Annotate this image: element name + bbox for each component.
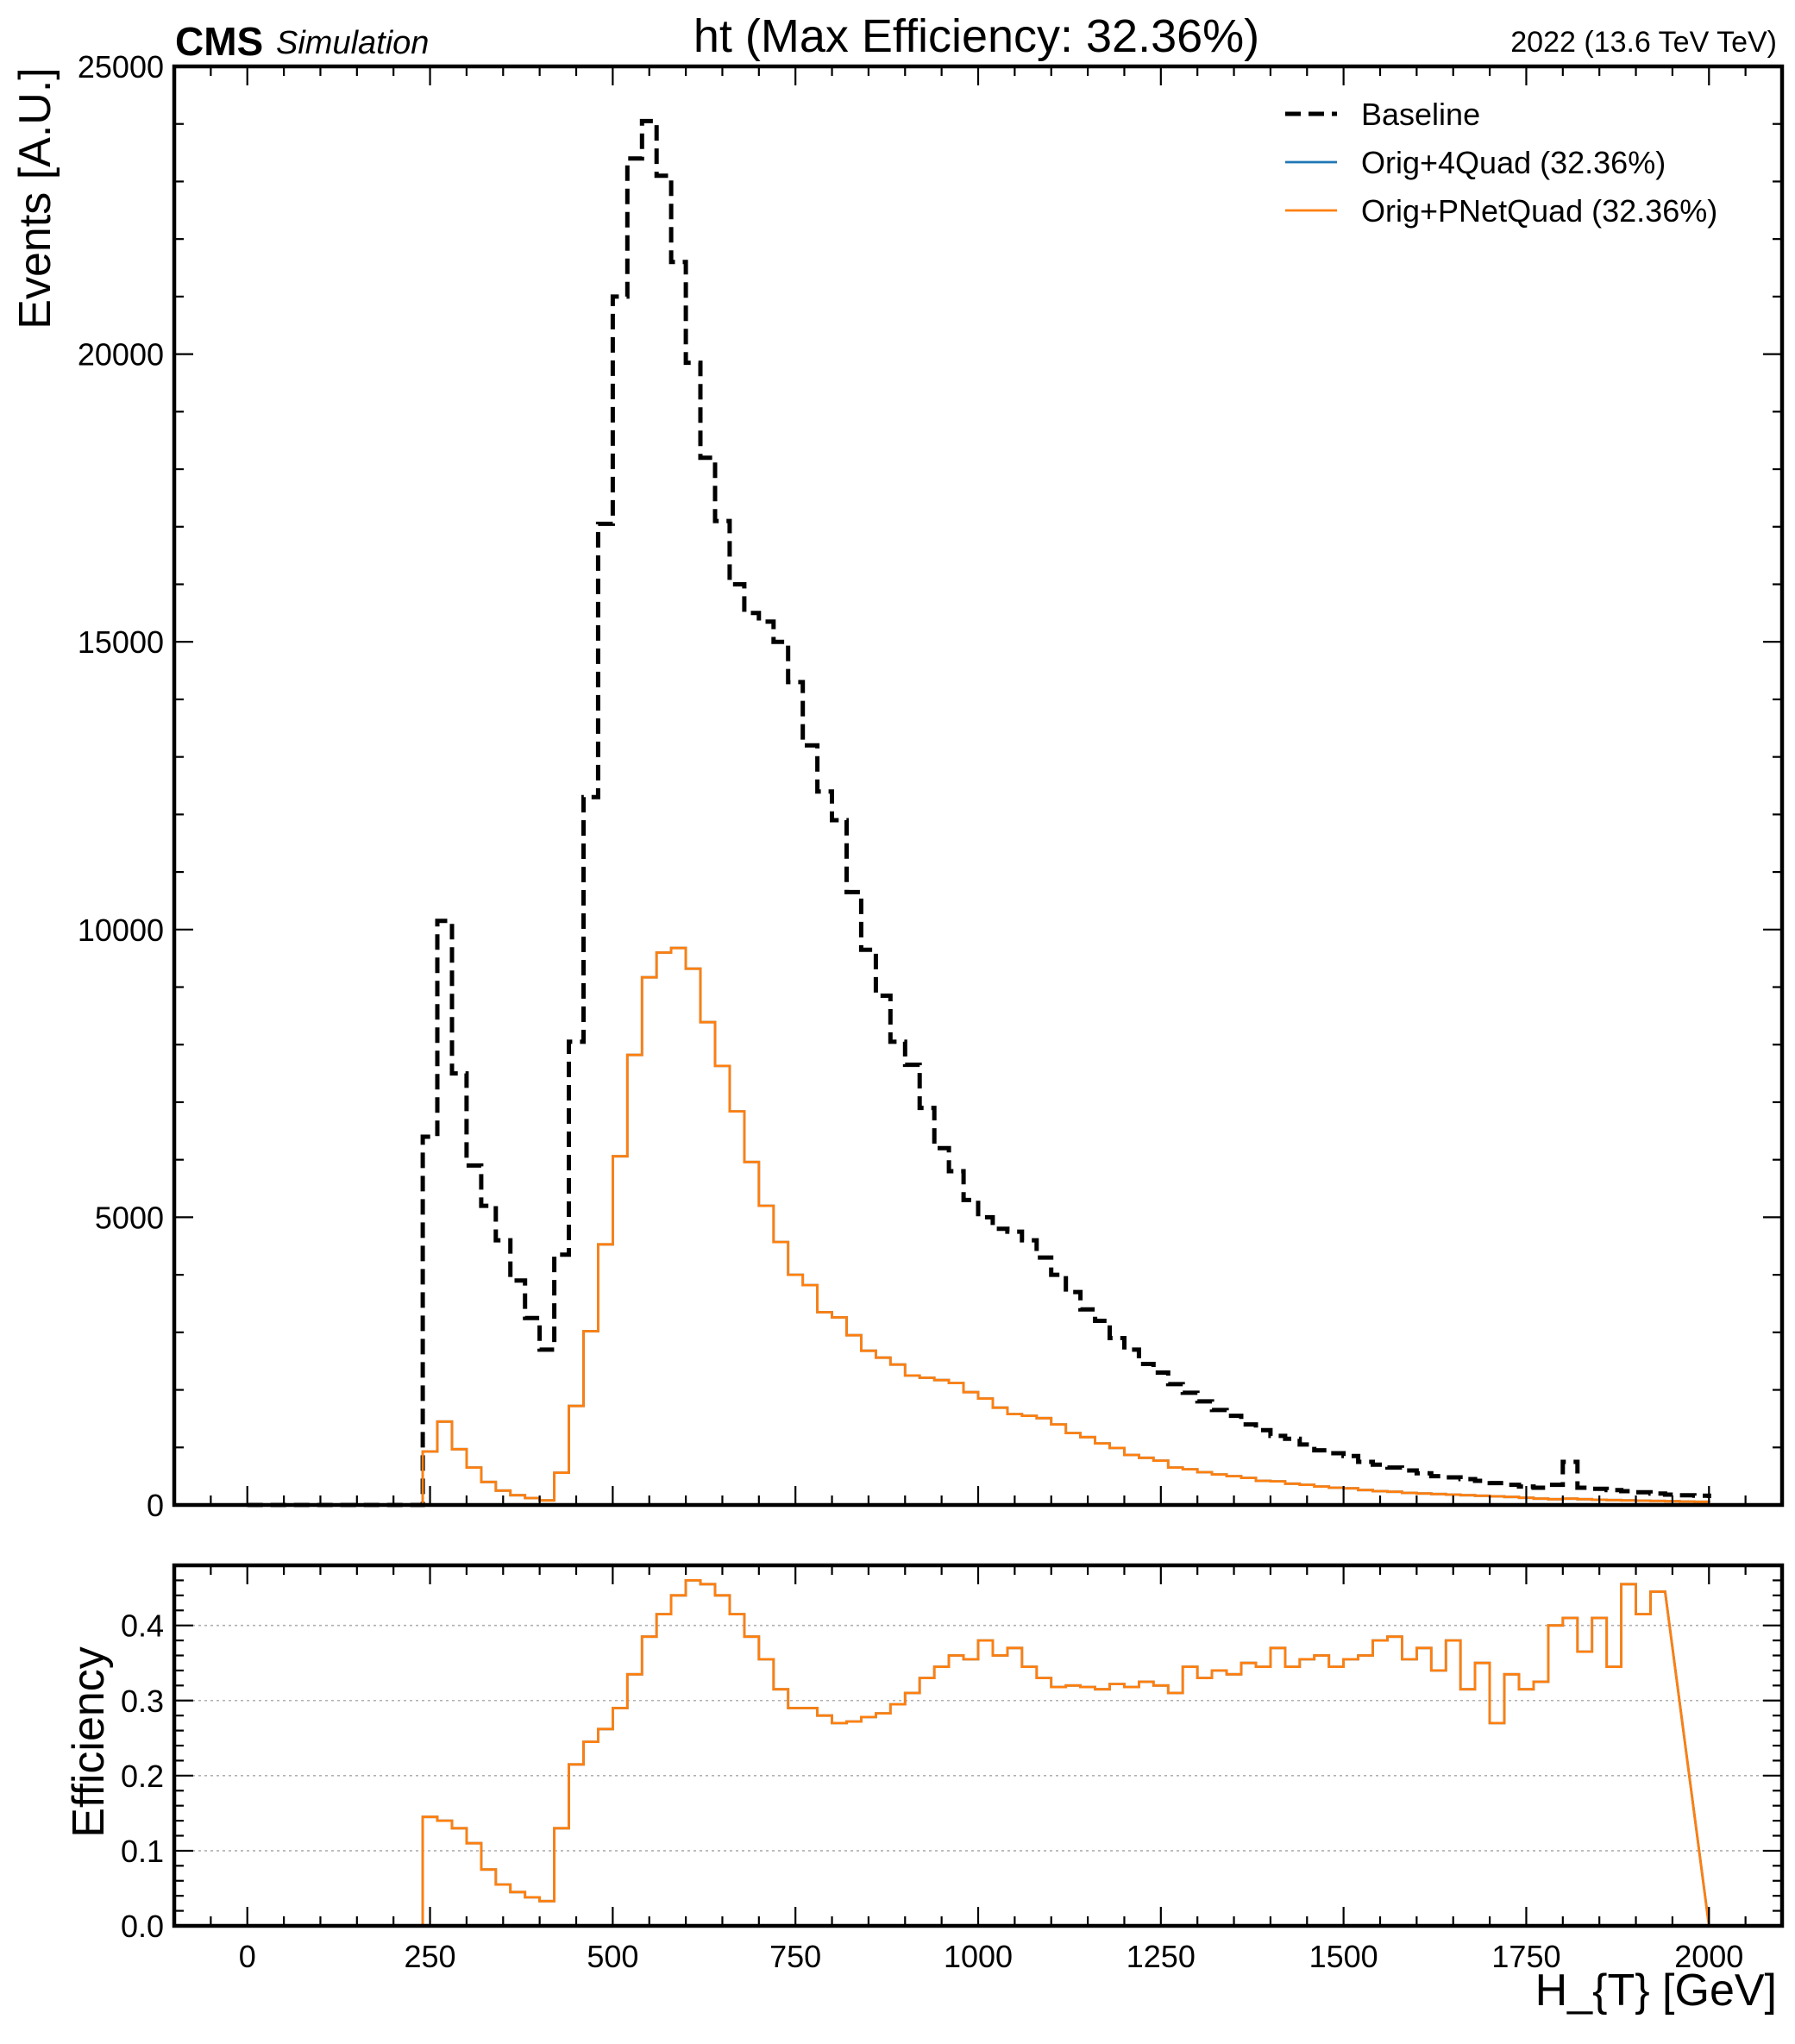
- legend-label: Baseline: [1361, 97, 1480, 132]
- x-tick-label: 1250: [1127, 1939, 1196, 1974]
- y-tick-label: 0.2: [121, 1759, 164, 1794]
- x-tick-label: 1000: [944, 1939, 1013, 1974]
- legend-item-orig-pnetquad-32-36: Orig+PNetQuad (32.36%): [1285, 193, 1717, 229]
- ratio-y-axis-label: Efficiency: [64, 1646, 114, 1838]
- main-ticks: 0 5000 10000 15000 20000 25000: [78, 49, 1784, 1523]
- x-axis-label: H_{T} [GeV]: [1535, 1966, 1777, 2016]
- ratio-series-orig-4quad-32-36: [421, 1579, 1710, 1927]
- ratio-grid: [174, 1624, 1782, 1852]
- main-series-baseline: [247, 118, 1711, 1508]
- x-tick-label: 1500: [1309, 1939, 1378, 1974]
- x-tick-label: 2000: [1674, 1939, 1743, 1974]
- y-tick-label: 0.4: [121, 1608, 164, 1644]
- legend: Baseline Orig+4Quad (32.36%) Orig+PNetQuad…: [1285, 97, 1717, 229]
- y-tick-label: 0.0: [121, 1909, 164, 1944]
- main-series-group: [247, 118, 1711, 1508]
- legend-item-orig-4quad-32-36: Orig+4Quad (32.36%): [1285, 145, 1666, 180]
- x-tick-label: 750: [769, 1939, 821, 1974]
- y-tick-label: 0: [147, 1488, 164, 1523]
- simulation-label: Simulation: [276, 25, 429, 61]
- main-series-orig-4quad-32-36: [247, 946, 1710, 1507]
- cms-label: CMS: [175, 19, 263, 64]
- main-plot-frame: [172, 64, 1785, 1508]
- x-tick-label: 250: [405, 1939, 456, 1974]
- main-series-orig-pnetquad-32-36: [247, 946, 1710, 1507]
- ratio-plot-frame: [172, 1563, 1785, 1928]
- x-tick-label: 1750: [1491, 1939, 1560, 1974]
- y-tick-label: 10000: [78, 912, 164, 948]
- y-tick-label: 25000: [78, 49, 164, 85]
- legend-label: Orig+4Quad (32.36%): [1361, 145, 1666, 180]
- x-tick-label: 0: [239, 1939, 256, 1974]
- y-tick-label: 20000: [78, 337, 164, 373]
- y-tick-label: 0.1: [121, 1834, 164, 1869]
- plot-title: ht (Max Efficiency: 32.36%): [694, 10, 1259, 62]
- ratio-series-orig-pnetquad-32-36: [421, 1579, 1710, 1927]
- ratio-ticks: 0 250 500 750 1000 1250 1500 1750 2000 0.0 0.1 0.2 0…: [121, 1564, 1784, 1974]
- lumi-label: 2022 (13.6 TeV TeV): [1510, 26, 1777, 59]
- main-y-axis-label: Events [A.U.]: [10, 67, 60, 329]
- legend-label: Orig+PNetQuad (32.36%): [1361, 193, 1717, 229]
- y-tick-label: 5000: [95, 1200, 164, 1235]
- ratio-series-group: [421, 1579, 1710, 1927]
- x-tick-label: 500: [587, 1939, 638, 1974]
- legend-item-baseline: Baseline: [1285, 97, 1480, 132]
- y-tick-label: 15000: [78, 624, 164, 660]
- y-tick-label: 0.3: [121, 1683, 164, 1719]
